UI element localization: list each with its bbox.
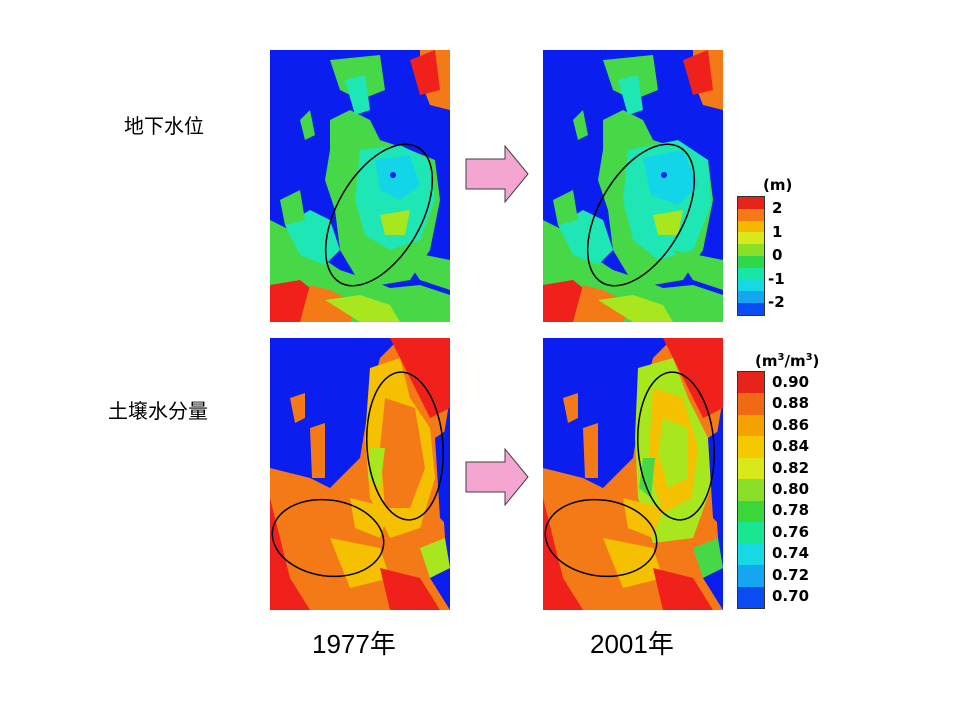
right-arrow-bottom — [465, 447, 529, 510]
colorbar-swatch — [738, 436, 764, 459]
groundwater-level-label: 地下水位 — [124, 114, 204, 138]
colorbar-tick-label: 0.86 — [772, 415, 810, 434]
colorbar-soil-moisture-ticks: 0.90 0.88 0.86 0.84 0.82 0.80 0.78 0.76 0.74 0.72… — [772, 372, 832, 608]
colorbar-swatch — [738, 543, 764, 566]
colorbar-swatch — [738, 500, 764, 523]
colorbar-groundwater — [737, 196, 765, 316]
year-label-2001: 2001年 — [590, 629, 674, 659]
colorbar-tick-label: 0.76 — [772, 522, 810, 541]
colorbar-soil-moisture — [737, 371, 765, 609]
groundwater-map-1977 — [270, 50, 450, 322]
colorbar-swatch — [738, 565, 764, 588]
soil-moisture-map-2001 — [543, 338, 723, 610]
groundwater-map-2001 — [543, 50, 723, 322]
right-arrow-top — [465, 144, 529, 207]
colorbar-tick-label: 0.84 — [772, 437, 810, 456]
colorbar-swatch — [738, 244, 764, 257]
soil-moisture-label: 土壌水分量 — [108, 399, 208, 423]
colorbar-tick-label: 1 — [772, 222, 783, 241]
colorbar-soil-moisture-unit: (m3/m3) — [755, 352, 820, 370]
colorbar-swatch — [738, 232, 764, 245]
right-arrow-shape — [465, 447, 529, 507]
colorbar-swatch — [738, 279, 764, 292]
colorbar-swatch — [738, 372, 764, 394]
colorbar-tick-label: 0.70 — [772, 587, 810, 605]
colorbar-tick-label: 0.74 — [772, 544, 810, 563]
colorbar-tick-label: 0.88 — [772, 394, 810, 413]
colorbar-swatch — [738, 197, 764, 210]
colorbar-swatch — [738, 208, 764, 222]
colorbar-tick-label: 0.80 — [772, 480, 810, 498]
colorbar-swatch — [738, 393, 764, 416]
colorbar-tick-label: 2 — [772, 199, 783, 217]
colorbar-tick-label: 0.72 — [772, 565, 810, 584]
colorbar-swatch — [738, 291, 764, 304]
colorbar-swatch — [738, 267, 764, 281]
colorbar-tick-label: 0.82 — [772, 458, 810, 477]
colorbar-tick-label: 0.90 — [772, 373, 810, 391]
colorbar-swatch — [738, 457, 764, 480]
colorbar-tick-label: 0 — [772, 246, 783, 265]
colorbar-tick-label: -2 — [768, 293, 785, 312]
colorbar-groundwater-unit: (m) — [763, 176, 793, 194]
colorbar-swatch — [738, 256, 764, 269]
colorbar-swatch — [738, 303, 764, 316]
soil-moisture-map-1977 — [270, 338, 450, 610]
colorbar-swatch — [738, 586, 764, 609]
colorbar-swatch — [738, 522, 764, 545]
colorbar-tick-label: -1 — [768, 269, 785, 288]
colorbar-swatch — [738, 414, 764, 437]
year-label-1977: 1977年 — [312, 629, 396, 659]
colorbar-swatch — [738, 479, 764, 502]
colorbar-groundwater-ticks: 2 1 0 -1 -2 — [768, 197, 812, 315]
colorbar-tick-label: 0.78 — [772, 501, 810, 520]
colorbar-swatch — [738, 220, 764, 233]
right-arrow-shape — [465, 144, 529, 204]
